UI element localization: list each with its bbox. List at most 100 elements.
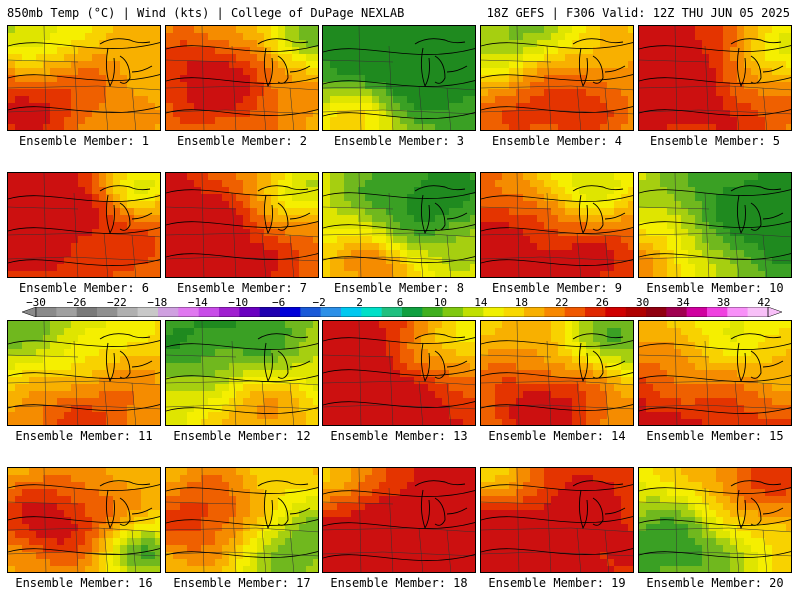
- colorbar-bin: [219, 307, 240, 317]
- height-contour: [323, 192, 475, 199]
- temperature-field: [166, 173, 318, 277]
- height-contour: [481, 372, 633, 379]
- colorbar-tick-label: 14: [474, 296, 488, 309]
- colorbar-bin: [341, 307, 362, 317]
- colorbar-tick-label: −6: [272, 296, 286, 309]
- temperature-field: [481, 173, 633, 277]
- colorbar-bin: [625, 307, 647, 317]
- colorbar-tick-label: 22: [555, 296, 569, 309]
- height-contour: [323, 112, 475, 119]
- state-borders: [8, 468, 160, 572]
- colorbar-tick-label: −30: [26, 296, 46, 309]
- temperature-field: [323, 173, 475, 277]
- height-contour: [639, 253, 791, 260]
- lake-outline: [730, 185, 784, 235]
- colorbar-bin: [666, 307, 687, 317]
- height-contour: [323, 554, 475, 561]
- map-panel-member-7: [165, 172, 319, 278]
- temperature-field: [639, 173, 791, 277]
- height-contour: [8, 195, 160, 202]
- temperature-field: [8, 468, 160, 572]
- height-contour: [323, 401, 475, 408]
- ensemble-member-label: Ensemble Member: 20: [646, 576, 784, 590]
- state-borders: [166, 173, 318, 277]
- colorbar-tick-label: −22: [106, 296, 127, 309]
- lake-outline: [572, 185, 626, 235]
- height-contour: [639, 45, 791, 52]
- colorbar-bin: [320, 307, 342, 317]
- height-contour: [639, 551, 791, 558]
- lake-outline: [730, 333, 784, 383]
- height-contour: [8, 74, 160, 81]
- colorbar-bin: [137, 307, 159, 317]
- height-contour: [166, 519, 318, 526]
- lake-outline: [414, 480, 468, 530]
- state-borders: [8, 26, 160, 130]
- colorbar-tick-label: −14: [187, 296, 208, 309]
- colorbar-bin: [524, 307, 545, 317]
- ensemble-member-label: Ensemble Member: 10: [646, 281, 784, 295]
- colorbar-tick-label: −18: [147, 296, 168, 309]
- lake-outline: [414, 38, 468, 88]
- height-contour: [8, 227, 160, 234]
- colorbar-tick-label: 26: [595, 296, 609, 309]
- colorbar-tick-label: 38: [716, 296, 731, 309]
- temperature-field: [481, 468, 633, 572]
- height-contour: [8, 372, 160, 379]
- colorbar-bin: [707, 307, 728, 317]
- colorbar-tick-labels: −30 −26 −22 −18 −14 −10 −6 −2 2 6 10 14 18 22 26 30 34 38…: [0, 296, 800, 309]
- colorbar-bin: [686, 307, 708, 317]
- colorbar-tick-label: 6: [396, 296, 404, 309]
- colorbar-tick-label: 10: [433, 296, 448, 309]
- height-contour: [166, 221, 318, 228]
- lake-outline: [257, 185, 311, 235]
- colorbar-tick-label: −10: [228, 296, 249, 309]
- height-contour: [639, 109, 791, 116]
- colorbar-bin: [402, 307, 423, 317]
- map-panel-member-3: [322, 25, 476, 131]
- height-contour: [8, 259, 160, 266]
- colorbar-bin: [239, 307, 260, 317]
- colorbar-bin: [361, 307, 382, 317]
- temperature-field: [481, 26, 633, 130]
- colorbar-tick-label: 2: [356, 296, 363, 309]
- temperature-field: [166, 26, 318, 130]
- colorbar-bin: [381, 307, 403, 317]
- height-contour: [639, 519, 791, 526]
- height-contour: [323, 48, 475, 55]
- height-contour: [323, 337, 475, 344]
- colorbar-bin: [463, 307, 484, 317]
- height-contour: [166, 189, 318, 196]
- temperature-field: [639, 468, 791, 572]
- height-contour: [166, 375, 318, 382]
- map-panel-member-2: [165, 25, 319, 131]
- colorbar-bin: [300, 307, 321, 317]
- lake-outline: [730, 38, 784, 88]
- state-borders: [166, 468, 318, 572]
- colorbar-bin: [483, 307, 504, 317]
- colorbar-bin: [259, 307, 281, 317]
- state-borders: [481, 26, 633, 130]
- height-contour: [481, 42, 633, 49]
- lake-outline: [414, 333, 468, 383]
- lake-outline: [572, 480, 626, 530]
- height-contour: [8, 340, 160, 347]
- height-contour: [323, 490, 475, 497]
- height-contour: [481, 259, 633, 266]
- lake-outline: [99, 333, 153, 383]
- height-contour: [323, 369, 475, 376]
- colorbar-bin: [442, 307, 464, 317]
- ensemble-member-label: Ensemble Member: 17: [173, 576, 311, 590]
- lake-outline: [99, 480, 153, 530]
- height-contour: [639, 221, 791, 228]
- ensemble-member-label: Ensemble Member: 8: [333, 281, 465, 295]
- ensemble-member-label: Ensemble Member: 14: [488, 429, 626, 443]
- height-contour: [481, 106, 633, 113]
- colorbar-bin: [117, 307, 138, 317]
- ensemble-member-label: Ensemble Member: 19: [488, 576, 626, 590]
- height-contour: [166, 407, 318, 414]
- height-contour: [481, 516, 633, 523]
- height-contour: [481, 227, 633, 234]
- map-panel-member-4: [480, 25, 634, 131]
- colorbar-tick-label: 30: [636, 296, 650, 309]
